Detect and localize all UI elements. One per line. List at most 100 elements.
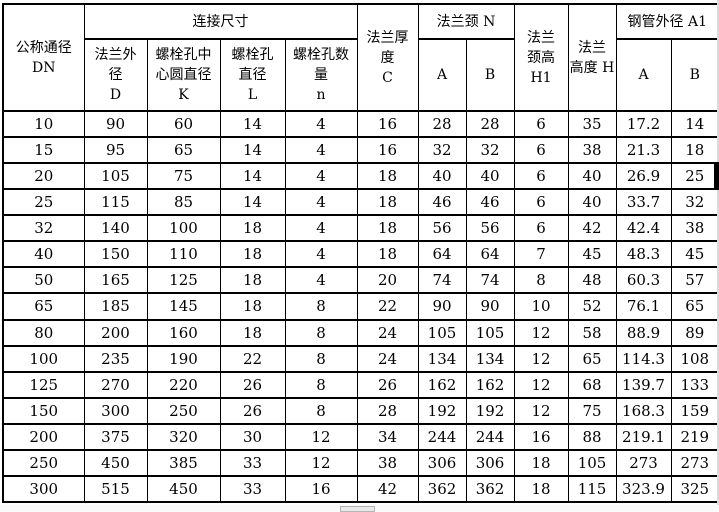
cell: 90 (417, 292, 467, 321)
cell: 165 (83, 266, 148, 295)
cell: 38 (356, 448, 419, 477)
cell: 115 (567, 474, 617, 504)
cell: 60 (146, 109, 221, 139)
cell: 450 (83, 448, 148, 477)
cell: 168.3 (615, 396, 672, 425)
cell: 8 (513, 266, 569, 295)
cell: 100 (2, 344, 85, 373)
header-group-connection-dimensions: 连接尺寸 (83, 3, 358, 40)
cell: 90 (83, 109, 148, 139)
cell: 105 (417, 318, 467, 347)
cell: 40 (2, 240, 85, 269)
table-row: 20 105 75 14 4 18 40 40 6 40 26.9 25 (2, 162, 719, 191)
cell: 134 (465, 344, 515, 373)
cell: 105 (83, 162, 148, 191)
cell: 65 (146, 136, 221, 165)
cell: 7 (513, 240, 569, 269)
cell: 26.9 (615, 162, 672, 191)
cell: 6 (513, 109, 569, 139)
cell: 16 (356, 109, 419, 139)
cell: 108 (670, 344, 719, 373)
cell: 12 (284, 448, 358, 477)
cell: 14 (219, 136, 286, 165)
cell: 14 (219, 162, 286, 191)
cell: 244 (465, 422, 515, 451)
header-bolt-hole-count-n: 螺栓孔数 量 n (284, 38, 358, 112)
cell: 8 (284, 292, 358, 321)
cell: 26 (219, 370, 286, 399)
cell: 18 (219, 318, 286, 347)
table-row: 50 165 125 18 4 20 74 74 8 48 60.3 57 (2, 266, 719, 295)
cell: 88 (567, 422, 617, 451)
cell: 64 (465, 240, 515, 269)
header-pipe-a: A (615, 38, 672, 112)
cell: 6 (513, 214, 569, 243)
table-row: 125 270 220 26 8 26 162 162 12 68 139.7 133 (2, 370, 719, 399)
cell: 270 (83, 370, 148, 399)
cell: 74 (417, 266, 467, 295)
cell: 26 (219, 396, 286, 425)
header-flange-od-d: 法兰外 径 D (83, 38, 148, 112)
cell: 28 (465, 109, 515, 139)
cell: 89 (670, 318, 719, 347)
cell: 362 (465, 474, 515, 504)
cell: 134 (417, 344, 467, 373)
cell: 159 (670, 396, 719, 425)
cell: 56 (417, 214, 467, 243)
cell: 22 (219, 344, 286, 373)
header-bolt-circle-k: 螺栓孔中 心圆直径 K (146, 38, 221, 112)
cell: 190 (146, 344, 221, 373)
cell: 14 (219, 188, 286, 217)
cell: 26 (356, 370, 419, 399)
header-flange-height-h: 法兰 高度 H (567, 3, 617, 112)
cell: 105 (567, 448, 617, 477)
cell: 18 (219, 292, 286, 321)
cell: 192 (417, 396, 467, 425)
header-flange-neck-height-h1: 法兰 颈高 H1 (513, 3, 569, 112)
cell: 18 (219, 214, 286, 243)
cell: 40 (567, 162, 617, 191)
table-row: 15 95 65 14 4 16 32 32 6 38 21.3 18 (2, 136, 719, 165)
cell: 16 (356, 136, 419, 165)
cell: 200 (2, 422, 85, 451)
cell: 16 (284, 474, 358, 504)
cell: 125 (146, 266, 221, 295)
cell: 12 (513, 344, 569, 373)
cell: 30 (219, 422, 286, 451)
cell: 10 (513, 292, 569, 321)
cell: 200 (83, 318, 148, 347)
cell: 150 (83, 240, 148, 269)
cell: 46 (465, 188, 515, 217)
cell: 75 (146, 162, 221, 191)
header-group-steel-pipe-od-a1: 钢管外径 A1 (615, 3, 719, 40)
table-body: 10 90 60 14 4 16 28 28 6 35 17.2 14 15 95 65 14 4 16 32 32 6… (2, 109, 719, 504)
cell: 12 (284, 422, 358, 451)
cell: 145 (146, 292, 221, 321)
cell: 115 (83, 188, 148, 217)
cell: 45 (567, 240, 617, 269)
cell: 20 (2, 162, 85, 191)
cell: 24 (356, 344, 419, 373)
cell: 125 (2, 370, 85, 399)
cell: 12 (513, 318, 569, 347)
header-neck-b: B (465, 38, 515, 112)
cell: 33 (219, 474, 286, 504)
cell: 42.4 (615, 214, 672, 243)
cell: 4 (284, 109, 358, 139)
cell: 95 (83, 136, 148, 165)
cell: 50 (2, 266, 85, 295)
cell: 8 (284, 396, 358, 425)
table-row: 25 115 85 14 4 18 46 46 6 40 33.7 32 (2, 188, 719, 217)
cell: 32 (670, 188, 719, 217)
cell: 42 (567, 214, 617, 243)
table-row: 250 450 385 33 12 38 306 306 18 105 273 273 (2, 448, 719, 477)
header-pipe-b: B (670, 38, 719, 112)
cell: 4 (284, 266, 358, 295)
cell: 75 (567, 396, 617, 425)
cell: 162 (417, 370, 467, 399)
table-row: 80 200 160 18 8 24 105 105 12 58 88.9 89 (2, 318, 719, 347)
header-nominal-diameter-dn: 公称通径 DN (2, 3, 85, 112)
cell: 88.9 (615, 318, 672, 347)
header-row-groups: 公称通径 DN 连接尺寸 法兰厚 度 C 法兰颈 N 法兰 颈高 H1 法兰 高… (2, 3, 719, 112)
